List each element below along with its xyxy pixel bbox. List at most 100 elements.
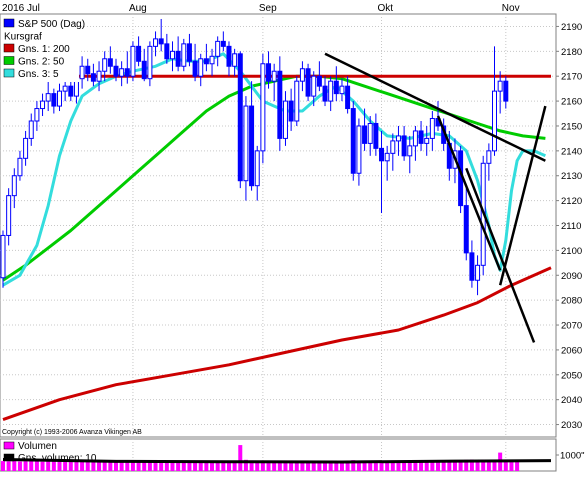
volume-bar	[204, 461, 209, 471]
candle-body	[282, 100, 288, 139]
volume-bar	[68, 461, 73, 471]
candle-body	[254, 150, 260, 187]
candle-body	[266, 63, 272, 82]
price-tick-label: 2100	[561, 246, 582, 257]
candle-body	[56, 90, 62, 107]
volume-bar	[515, 459, 520, 471]
trend-line	[465, 167, 536, 343]
volume-bar	[373, 461, 378, 471]
volume-bar	[164, 461, 169, 471]
price-tick-label: 2120	[561, 196, 582, 207]
volume-tick-label: 1000"	[560, 451, 585, 462]
candle-body	[186, 43, 192, 62]
volume-bar	[419, 460, 424, 471]
volume-bar	[215, 461, 220, 471]
candle-body	[390, 140, 396, 154]
month-label: Aug	[129, 3, 147, 14]
volume-bar	[328, 461, 333, 471]
volume-legend-label: Volumen	[18, 441, 57, 452]
candle-body	[198, 58, 204, 77]
volume-bar	[63, 461, 68, 471]
volume-bar	[108, 461, 113, 471]
candle-body	[68, 85, 74, 97]
candle-body	[271, 70, 277, 82]
candle-body	[141, 60, 147, 80]
volume-bar	[142, 461, 147, 471]
candle-body	[226, 45, 232, 67]
volume-bar	[125, 461, 130, 471]
volume-bar	[1, 461, 5, 471]
candle-body	[463, 205, 469, 254]
candle-body	[164, 43, 170, 60]
candle-body	[6, 195, 12, 236]
volume-bar	[413, 461, 418, 471]
candle-body	[153, 38, 159, 47]
volume-bar	[136, 461, 141, 471]
volume-bar	[509, 459, 514, 471]
candle-body	[469, 252, 475, 281]
candle-body	[288, 100, 294, 122]
legend-swatch	[3, 43, 15, 53]
volume-bar	[23, 461, 28, 471]
candle-body	[136, 45, 142, 62]
legend-label: Gns. 3: 5	[18, 69, 59, 80]
volume-bar	[469, 459, 474, 471]
volume-bar	[91, 461, 96, 471]
volume-bar	[243, 459, 248, 471]
candle-body	[424, 137, 430, 144]
volume-bar	[113, 461, 118, 471]
candle-body	[0, 234, 6, 279]
volume-bar	[198, 461, 203, 471]
volume-bar	[368, 461, 373, 471]
volume-bar	[300, 461, 305, 471]
volume-bar	[29, 460, 34, 471]
volume-bar	[436, 461, 441, 471]
trend-line	[324, 52, 546, 162]
candle-body	[62, 85, 68, 92]
volume-bar	[345, 461, 350, 471]
legend-label: S&P 500 (Dag)	[18, 19, 85, 30]
volume-bar	[283, 461, 288, 471]
volume-bar	[356, 460, 361, 471]
volume-bar	[362, 461, 367, 471]
candle-body	[367, 122, 373, 144]
trend-line-layer	[324, 52, 547, 343]
volume-bar	[226, 461, 231, 471]
candle-body	[209, 55, 215, 65]
volume-bar	[221, 461, 226, 471]
volume-bar	[193, 461, 198, 471]
candle-body	[328, 80, 334, 102]
price-tick-label: 2110	[561, 221, 581, 232]
candle-body	[175, 50, 181, 67]
candle-body	[79, 65, 85, 80]
volume-bar	[407, 461, 412, 471]
candle-body	[503, 80, 509, 102]
volume-bar	[255, 460, 260, 471]
volume-bar	[12, 460, 17, 471]
volume-bar	[306, 461, 311, 471]
candle-body	[113, 65, 119, 77]
volume-bar	[323, 461, 328, 471]
copyright-text: Copyright (c) 1993-2006 Avanza Vikingen …	[2, 429, 142, 436]
volume-bar	[210, 461, 215, 471]
volume-bar	[351, 460, 356, 471]
volume-bar	[232, 461, 237, 471]
candle-body	[192, 60, 198, 77]
volume-bar	[317, 461, 322, 471]
candle-body	[158, 38, 164, 45]
price-tick-label: 2130	[561, 171, 582, 182]
legend-label: Gns. 1: 200	[18, 44, 70, 55]
volume-bar	[85, 461, 90, 471]
candle-body	[345, 85, 351, 110]
candle-body	[34, 108, 40, 122]
volume-bar	[74, 461, 79, 471]
price-tick-label: 2160	[561, 97, 582, 108]
candle-body	[384, 152, 390, 162]
trend-line	[436, 115, 502, 271]
candle-body	[260, 63, 266, 152]
candle-body	[294, 80, 300, 122]
candlestick-layer	[0, 18, 509, 296]
candle-body	[96, 70, 102, 82]
